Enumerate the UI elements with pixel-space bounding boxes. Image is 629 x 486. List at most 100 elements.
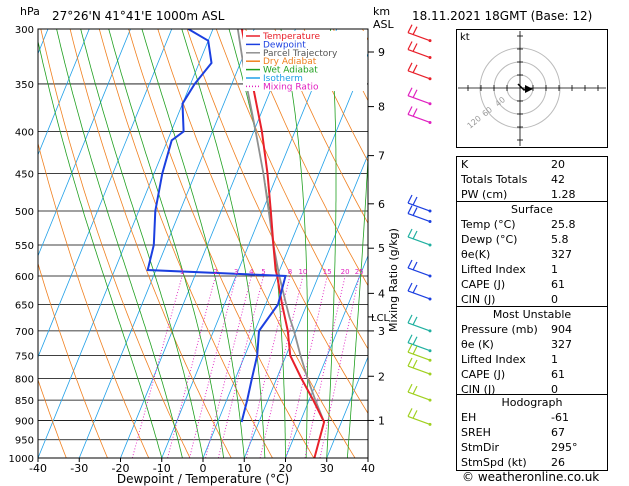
x-tick-label: 40 [361, 462, 375, 475]
km-tick-label: 9 [378, 46, 385, 59]
km-tick-label: 8 [378, 101, 385, 114]
surface-row: Temp (°C) 25.8 [461, 218, 576, 231]
right-axis-unit-km: km [373, 5, 391, 18]
km-tick-label: 5 [378, 242, 385, 255]
mixing-ratio-label: 4 [249, 268, 254, 276]
mixing-ratio-line [285, 275, 328, 458]
surface-row: Lifted Index 1 [461, 263, 558, 276]
pressure-tick-label: 400 [15, 128, 34, 139]
mixing-ratio-line [259, 275, 304, 458]
wind-barb [407, 205, 432, 224]
left-axis-unit: hPa [20, 5, 40, 18]
index-row-k: K 20 [461, 158, 565, 171]
x-tick-label: 10 [237, 462, 251, 475]
wind-barb [407, 357, 432, 376]
dry-adiabat [40, 29, 191, 458]
storm-motion-marker [525, 85, 533, 93]
pressure-tick-label: 700 [15, 327, 34, 338]
dry-adiabat [98, 29, 273, 458]
lcl-label: LCL [371, 313, 390, 324]
mixing-ratio-label: 3 [234, 268, 238, 276]
isotherm [38, 29, 90, 156]
pressure-tick-label: 800 [15, 374, 34, 385]
pressure-tick-label: 850 [15, 396, 34, 407]
wet-adiabat [38, 39, 163, 458]
header-datetime: 18.11.2021 18GMT (Base: 12) [412, 9, 593, 23]
wind-barb [407, 343, 432, 362]
x-tick-label: -40 [29, 462, 47, 475]
surface-panel: Surface Temp (°C) 25.8 Dewp (°C) 5.8 θe(K)… [456, 201, 608, 308]
dry-adiabat [38, 378, 67, 458]
dry-adiabat [186, 29, 368, 415]
mixing-ratio-label: 5 [261, 268, 265, 276]
wind-barb [407, 228, 432, 247]
x-tick-label: -10 [153, 462, 171, 475]
hodo-row: SREH 67 [461, 426, 565, 439]
mixing-ratio-label: 8 [288, 268, 292, 276]
wind-barb [407, 194, 432, 213]
x-tick-label: -30 [70, 462, 88, 475]
most-unstable-panel: Most Unstable Pressure (mb) 904 θe (K) 327… [456, 306, 608, 398]
mixing-ratio-line [245, 275, 291, 458]
unstable-row: CAPE (J) 61 [461, 368, 565, 381]
x-tick-label: 20 [279, 462, 293, 475]
isotherm [0, 29, 7, 458]
km-tick-label: 7 [378, 150, 385, 163]
wet-adiabat [56, 29, 183, 458]
dry-adiabat [128, 29, 315, 458]
legend-label: Wet Adiabat [263, 66, 318, 76]
legend-label: Dewpoint [263, 40, 306, 50]
mixing-ratio-line [217, 275, 264, 458]
x-tick-label: -20 [112, 462, 130, 475]
wet-adiabat [228, 29, 286, 458]
km-tick-label: 4 [378, 287, 385, 300]
mixing-ratio-label: 25 [355, 268, 364, 276]
unstable-row: Pressure (mb) 904 [461, 323, 572, 336]
pressure-tick-label: 1000 [9, 454, 34, 465]
hodograph: kt 40 60 120 [456, 29, 608, 148]
wet-adiabat [347, 150, 368, 458]
wind-barb [407, 314, 432, 333]
pressure-tick-label: 450 [15, 169, 34, 180]
x-tick-label: 30 [320, 462, 334, 475]
dry-adiabat [69, 29, 232, 458]
surface-row: CAPE (J) 61 [461, 278, 565, 291]
pressure-tick-label: 750 [15, 351, 34, 362]
isotherm [120, 29, 296, 458]
pressure-tick-label: 950 [15, 436, 34, 447]
wind-barb [407, 383, 432, 402]
legend-label: Isotherm [263, 74, 303, 84]
wind-barb [407, 87, 432, 106]
dry-adiabat [157, 29, 356, 458]
most-unstable-title: Most Unstable [492, 308, 572, 321]
hodo-row: StmDir 295° [461, 441, 578, 454]
surface-row: θe(K) 327 [461, 248, 572, 261]
dewpoint-profile [146, 29, 287, 423]
wind-barb [407, 106, 432, 124]
right-axis-unit-asl: ASL [373, 18, 394, 31]
legend-box [243, 31, 367, 91]
isotherm [243, 153, 368, 458]
dry-adiabat [38, 141, 150, 458]
pressure-tick-label: 650 [15, 301, 34, 312]
footer-credit: © weatheronline.co.uk [462, 470, 600, 484]
dry-adiabat [245, 29, 368, 287]
wind-barb [407, 62, 432, 81]
isotherm [78, 29, 255, 458]
pressure-tick-label: 550 [15, 241, 34, 252]
legend-label: Mixing Ratio [263, 82, 319, 92]
wind-barb [407, 259, 432, 278]
wind-barb [407, 41, 432, 60]
wind-barb [407, 408, 432, 426]
index-row-pw: PW (cm) 1.28 [461, 188, 576, 201]
pressure-tick-label: 500 [15, 207, 34, 218]
surface-row: CIN (J) 0 [461, 293, 558, 306]
hodograph-unit-label: kt [460, 32, 470, 43]
wet-adiabat [181, 29, 266, 458]
pressure-tick-label: 300 [15, 25, 34, 36]
legend-label: Dry Adiabat [263, 57, 317, 67]
wet-adiabat [80, 29, 204, 458]
hodo-row: EH -61 [461, 411, 569, 424]
mixing-ratio-line [319, 275, 360, 458]
